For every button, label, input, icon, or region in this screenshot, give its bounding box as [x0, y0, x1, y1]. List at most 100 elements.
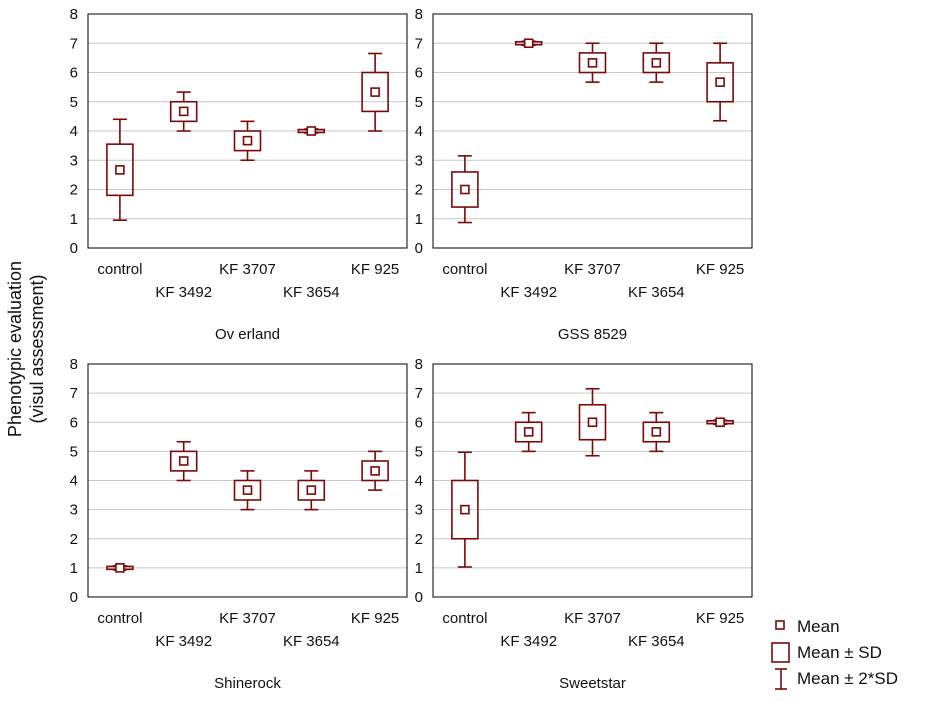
y-tick-label: 0 — [415, 240, 423, 257]
panel-title: Sweetstar — [559, 675, 626, 692]
y-tick-label: 5 — [70, 94, 78, 111]
sd-box — [361, 71, 389, 113]
sd-box — [578, 52, 607, 74]
x-tick-label: KF 3707 — [219, 610, 276, 627]
sd-box — [297, 479, 326, 501]
x-tick-label: KF 3654 — [283, 284, 340, 301]
y-tick-label: 7 — [415, 385, 423, 402]
y-tick-label: 0 — [70, 240, 78, 257]
mean-marker — [587, 58, 598, 68]
mean-marker — [715, 417, 725, 428]
x-tick-label: KF 3492 — [500, 284, 557, 301]
x-tick-label: KF 3492 — [155, 633, 212, 650]
y-tick-label: 8 — [415, 356, 423, 373]
y-tick-label: 8 — [70, 356, 78, 373]
x-tick-label: KF 3492 — [155, 284, 212, 301]
panel-title: Shinerock — [214, 675, 281, 692]
y-tick-label: 5 — [415, 443, 423, 460]
mean-marker — [651, 427, 662, 437]
mean-marker — [715, 77, 725, 87]
y-tick-label: 3 — [415, 152, 423, 169]
mean-marker — [115, 165, 125, 175]
sd-box — [169, 450, 198, 472]
mean-marker — [242, 485, 253, 495]
y-tick-label: 5 — [415, 94, 423, 111]
mean-marker — [370, 87, 380, 97]
y-tick-label: 6 — [70, 65, 78, 82]
x-tick-label: control — [97, 610, 142, 627]
y-tick-label: 7 — [70, 35, 78, 52]
legend-sd-icon — [771, 642, 790, 663]
sd-box — [106, 143, 134, 197]
chart-panel: 0 1 2 3 4 5 6 7 8 control KF 3492 KF 3707 KF 3654 KF … — [415, 356, 753, 692]
x-tick-label: control — [442, 261, 487, 278]
legend-mean-label: Mean — [797, 617, 840, 636]
plot-frame — [432, 13, 753, 249]
y-tick-label: 3 — [415, 502, 423, 519]
y-tick-label: 0 — [70, 589, 78, 606]
y-tick-label: 6 — [70, 414, 78, 431]
mean-marker — [178, 106, 189, 117]
plot-frame — [432, 363, 753, 598]
plot-frame — [87, 363, 408, 598]
sd-box — [451, 171, 479, 208]
sd-box — [233, 479, 262, 501]
y-tick-label: 2 — [415, 531, 423, 548]
y-tick-label: 6 — [415, 414, 423, 431]
x-tick-label: KF 925 — [696, 610, 744, 627]
chart-panel: 0 1 2 3 4 5 6 7 8 control KF 3492 KF 3707 KF 3654 KF … — [70, 6, 408, 343]
x-tick-label: KF 925 — [696, 261, 744, 278]
mean-marker — [587, 417, 598, 428]
mean-marker — [651, 58, 662, 68]
y-tick-label: 8 — [70, 6, 78, 23]
legend-sd2-icon — [775, 668, 787, 690]
y-axis-label-line2: (visul assessment) — [27, 274, 47, 423]
x-tick-label: KF 925 — [351, 610, 399, 627]
mean-marker — [242, 135, 253, 146]
legend-sd2-label: Mean ± 2*SD — [797, 669, 898, 688]
panel-title: GSS 8529 — [558, 326, 627, 343]
x-tick-label: KF 3654 — [628, 633, 685, 650]
y-axis-label-line1: Phenotypic evaluation — [5, 261, 25, 437]
y-tick-label: 2 — [70, 182, 78, 199]
y-tick-label: 1 — [70, 560, 78, 577]
y-tick-label: 7 — [70, 385, 78, 402]
mean-marker — [460, 184, 470, 195]
legend-sd-label: Mean ± SD — [797, 643, 882, 662]
mean-marker — [523, 38, 534, 49]
x-tick-label: KF 925 — [351, 261, 399, 278]
chart-legend: Mean Mean ± SD Mean ± 2*SD — [771, 617, 898, 690]
x-tick-label: KF 3707 — [219, 261, 276, 278]
mean-marker — [523, 427, 534, 437]
legend-mean-icon — [775, 620, 785, 630]
sd-box — [233, 130, 262, 152]
chart-panels: 0 1 2 3 4 5 6 7 8 control KF 3492 KF 3707 KF 3654 KF … — [70, 6, 753, 692]
mean-marker — [306, 126, 317, 136]
mean-marker — [115, 563, 125, 573]
x-tick-label: KF 3707 — [564, 261, 621, 278]
x-tick-label: control — [442, 610, 487, 627]
y-tick-label: 4 — [70, 123, 78, 140]
mean-marker — [460, 504, 470, 515]
sd-box — [642, 52, 671, 74]
x-tick-label: KF 3654 — [628, 284, 685, 301]
y-tick-label: 5 — [70, 443, 78, 460]
sd-box — [642, 421, 671, 443]
y-tick-label: 4 — [415, 473, 423, 490]
sd-box — [169, 100, 198, 123]
x-tick-label: KF 3707 — [564, 610, 621, 627]
y-tick-label: 2 — [70, 531, 78, 548]
x-tick-label: KF 3492 — [500, 633, 557, 650]
y-tick-label: 8 — [415, 6, 423, 23]
sd-box — [706, 62, 734, 103]
y-tick-label: 7 — [415, 35, 423, 52]
sd-box — [578, 403, 607, 441]
y-tick-label: 4 — [70, 473, 78, 490]
sd-box — [514, 421, 543, 443]
chart-panel: 0 1 2 3 4 5 6 7 8 control KF 3492 KF 3707 KF 3654 KF … — [415, 6, 753, 343]
y-tick-label: 0 — [415, 589, 423, 606]
y-tick-label: 1 — [415, 560, 423, 577]
panel-title: Ov erland — [215, 326, 280, 343]
chart-panel: 0 1 2 3 4 5 6 7 8 control KF 3492 KF 3707 KF 3654 KF … — [70, 356, 408, 692]
